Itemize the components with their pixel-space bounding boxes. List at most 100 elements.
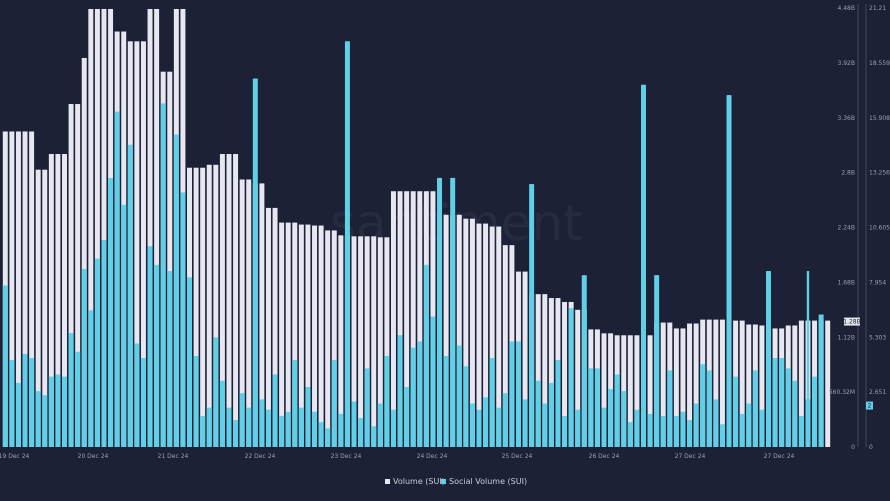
volume-bar	[22, 131, 28, 447]
social-current-label: 2	[868, 403, 872, 410]
social-volume-bar	[496, 407, 502, 447]
volume-bar	[542, 294, 548, 447]
social-volume-bar	[239, 393, 245, 447]
x-axis-tick: 23 Dec 24	[331, 453, 362, 460]
social-volume-bar	[785, 368, 791, 447]
volume-bar	[693, 323, 699, 447]
volume-axis-tick: 4.48B	[838, 5, 855, 12]
social-axis-tick: 5.303	[869, 334, 886, 341]
social-axis-tick: 15.908	[869, 115, 890, 122]
volume-bar	[206, 164, 212, 448]
volume-bar	[246, 179, 252, 448]
social-volume-bar	[509, 341, 515, 447]
volume-axis-tick: 1.68B	[838, 279, 855, 286]
volume-bar	[371, 236, 377, 447]
social-volume-bar	[121, 204, 127, 447]
social-volume-bar	[562, 415, 568, 447]
legend-swatch	[385, 479, 390, 484]
volume-bar	[200, 167, 206, 448]
volume-bar	[489, 226, 495, 447]
social-axis-tick: 10.605	[869, 225, 890, 232]
volume-bar	[417, 191, 423, 447]
volume-bar	[404, 191, 410, 447]
social-volume-bar	[535, 380, 541, 447]
social-volume-bar	[660, 415, 666, 447]
volume-bar	[265, 207, 271, 447]
x-axis-tick: 26 Dec 24	[589, 453, 620, 460]
volume-bar	[62, 154, 67, 447]
social-volume-bar	[101, 240, 107, 447]
volume-bar	[680, 328, 686, 447]
volume-bar	[9, 131, 15, 447]
volume-bar	[410, 191, 416, 447]
legend: Volume (SUI) Social Volume (SUI)	[385, 477, 527, 486]
social-volume-bar	[733, 376, 739, 447]
social-volume-bar	[489, 358, 495, 447]
social-volume-bar	[706, 370, 712, 447]
social-axis-tick: 0	[869, 444, 873, 451]
social-volume-bar	[673, 415, 679, 447]
social-spike	[727, 95, 731, 447]
volume-bar	[140, 41, 146, 447]
volume-bar	[746, 324, 752, 447]
social-volume-bar	[48, 376, 54, 447]
social-volume-bar	[167, 271, 173, 447]
social-volume-bar	[404, 386, 410, 447]
social-volume-bar	[469, 403, 475, 447]
social-volume-bar	[456, 345, 462, 447]
social-volume-bar	[818, 314, 824, 447]
social-volume-bar	[792, 380, 798, 447]
volume-bar	[647, 335, 653, 447]
social-volume-bar	[719, 424, 725, 447]
social-volume-bar	[9, 360, 15, 447]
social-volume-bar	[187, 277, 192, 447]
volume-bar	[673, 328, 679, 447]
x-axis-tick: 27 Dec 24	[764, 453, 795, 460]
volume-bar	[687, 323, 693, 447]
social-volume-bar	[325, 428, 331, 447]
volume-bar	[68, 104, 74, 447]
social-volume-bar	[55, 374, 61, 447]
social-volume-bar	[390, 409, 396, 447]
volume-bar	[825, 320, 831, 447]
volume-bar	[483, 223, 489, 447]
volume-bar	[522, 271, 528, 447]
social-volume-bar	[226, 407, 232, 447]
volume-bar	[562, 301, 568, 447]
social-volume-bar	[259, 399, 265, 447]
left-axis: 0 560.32M 1.12B 1.68B 2.24B 2.8B 3.36B 3.92B 4.4…	[829, 4, 861, 451]
legend-label: Social Volume (SUI)	[449, 477, 527, 486]
social-axis-tick: 21.21	[869, 5, 886, 12]
social-volume-bar	[213, 337, 219, 447]
volume-bar	[759, 325, 765, 447]
volume-axis-tick: 2.8B	[841, 170, 855, 177]
volume-bar	[476, 223, 482, 447]
volume-bar	[154, 8, 160, 447]
social-volume-bar	[206, 407, 212, 447]
volume-bar	[88, 8, 94, 447]
social-volume-bar	[114, 111, 120, 447]
volume-bar	[377, 237, 383, 447]
social-volume-bar	[134, 343, 140, 447]
social-spike	[530, 184, 533, 447]
social-volume-bar	[614, 374, 620, 447]
social-volume-bar	[627, 422, 633, 447]
x-axis-tick: 27 Dec 24	[675, 453, 706, 460]
social-axis-tick: 13.256	[869, 170, 890, 177]
social-volume-bar	[81, 269, 87, 447]
volume-axis-tick: 3.36B	[838, 115, 855, 122]
social-volume-bar	[364, 368, 370, 447]
social-volume-bar	[759, 409, 765, 447]
social-volume-bar	[68, 333, 74, 447]
social-volume-bar	[443, 355, 449, 447]
volume-bar	[285, 222, 291, 447]
volume-bar	[358, 236, 364, 447]
volume-bar	[325, 230, 331, 447]
volume-bar	[719, 319, 725, 447]
social-volume-bar	[140, 358, 146, 447]
social-bars	[2, 41, 824, 448]
social-volume-bar	[377, 403, 383, 447]
social-volume-bar	[542, 403, 548, 447]
volume-bar	[167, 71, 173, 447]
